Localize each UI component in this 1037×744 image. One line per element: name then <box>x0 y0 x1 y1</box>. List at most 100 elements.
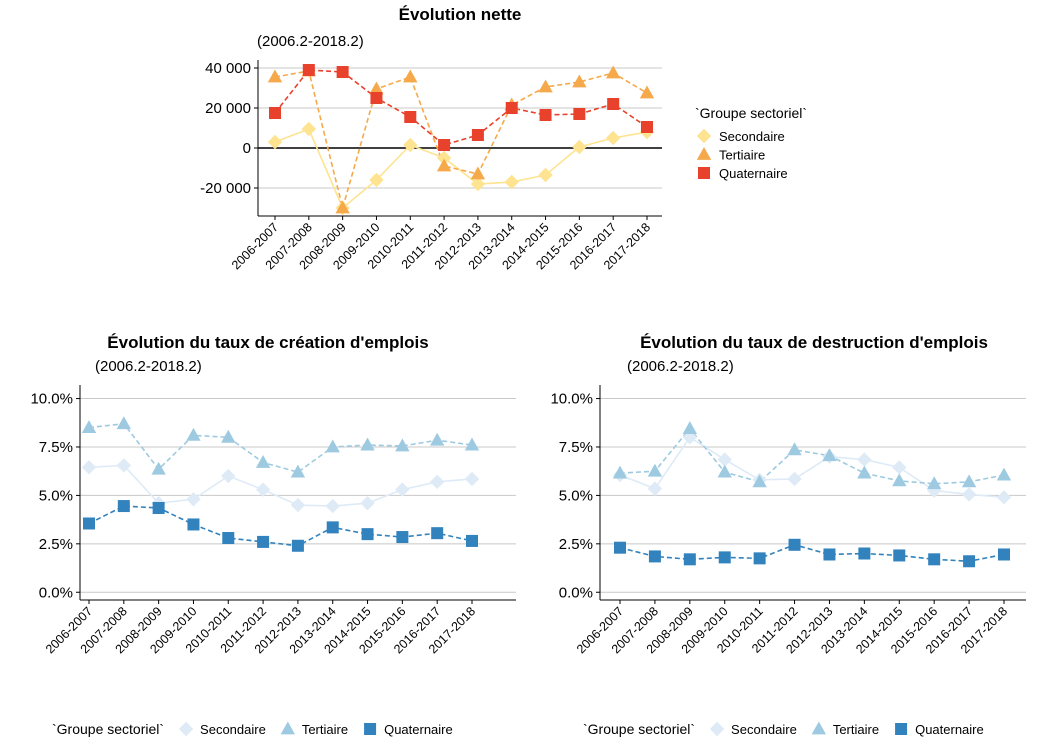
point <box>395 482 410 497</box>
point <box>572 139 587 155</box>
legend-key <box>709 721 725 737</box>
point <box>255 482 271 497</box>
point <box>892 473 907 487</box>
chart-title: Évolution du taux de destruction d'emplo… <box>640 333 988 352</box>
point <box>302 64 315 76</box>
series-line <box>619 543 1005 563</box>
point <box>466 534 478 547</box>
legend-label: Tertiaire <box>302 722 348 737</box>
point <box>221 429 236 443</box>
y-tick-label: 7.5% <box>559 439 593 456</box>
point <box>290 497 306 513</box>
point <box>267 69 283 83</box>
point <box>470 166 486 180</box>
point <box>538 167 553 183</box>
chart-title: Évolution du taux de création d'emplois <box>107 333 428 352</box>
point <box>857 465 872 479</box>
legend-label: Quaternaire <box>384 722 453 737</box>
point <box>403 69 418 83</box>
point <box>395 438 410 452</box>
legend-label: Secondaire <box>731 722 797 737</box>
point <box>429 432 445 446</box>
y-tick-label: 7.5% <box>39 439 73 456</box>
y-tick-label: 10.0% <box>550 391 593 408</box>
y-tick-label: 0.0% <box>39 584 73 601</box>
chart-title: Évolution nette <box>399 5 522 24</box>
point <box>361 528 374 541</box>
legend-key <box>280 721 296 735</box>
point <box>267 134 283 150</box>
point <box>404 111 417 123</box>
legend-title: `Groupe sectoriel` <box>583 721 695 737</box>
point <box>431 527 444 540</box>
point <box>436 158 452 172</box>
point <box>505 102 518 114</box>
point <box>963 555 976 568</box>
point <box>573 108 586 120</box>
point <box>605 65 621 79</box>
point <box>612 465 628 479</box>
point <box>928 553 941 566</box>
point <box>291 539 304 552</box>
series-line <box>619 436 1005 499</box>
legend-key <box>696 128 712 144</box>
y-tick-label: 10.0% <box>30 391 73 408</box>
point <box>186 427 201 441</box>
point <box>753 552 766 565</box>
point <box>326 521 339 534</box>
series-line <box>88 505 473 547</box>
point <box>116 458 132 473</box>
legend-key <box>696 147 712 160</box>
point <box>81 420 97 434</box>
legend-label: Secondaire <box>200 722 266 737</box>
point <box>370 92 383 104</box>
legend-title: `Groupe sectoriel` <box>52 721 164 737</box>
series-line <box>274 127 648 210</box>
point <box>857 452 872 467</box>
y-tick-label: 2.5% <box>559 536 593 553</box>
point <box>369 172 384 188</box>
point <box>117 500 130 513</box>
point <box>648 550 661 563</box>
point <box>717 452 732 467</box>
point <box>572 74 587 88</box>
point <box>788 538 801 551</box>
point <box>436 150 452 166</box>
point <box>605 130 621 146</box>
point <box>152 501 165 514</box>
point <box>639 85 655 99</box>
point <box>438 139 451 151</box>
point <box>607 98 620 110</box>
point <box>858 547 871 560</box>
legend-key <box>178 721 194 737</box>
point <box>360 437 375 451</box>
point <box>504 174 519 190</box>
point <box>83 517 95 530</box>
point <box>360 495 375 511</box>
point <box>325 498 340 514</box>
point <box>682 421 698 434</box>
point <box>257 535 270 548</box>
legend-label: Secondaire <box>719 129 785 144</box>
y-tick-label: -20 000 <box>200 180 251 197</box>
legend-label: Quaternaire <box>915 722 984 737</box>
y-tick-label: 20 000 <box>205 100 251 117</box>
point <box>269 107 281 119</box>
legend-key <box>895 723 908 735</box>
point <box>822 448 837 462</box>
point <box>647 481 663 496</box>
point <box>222 532 235 545</box>
point <box>682 430 698 445</box>
point <box>718 551 731 564</box>
series-line <box>274 70 648 212</box>
point <box>464 437 480 451</box>
point <box>116 416 132 430</box>
series-line <box>88 422 473 474</box>
point <box>614 541 626 554</box>
point <box>892 460 907 475</box>
point <box>403 137 418 153</box>
y-tick-label: 0.0% <box>559 584 593 601</box>
point <box>823 548 836 561</box>
point <box>255 454 271 468</box>
point <box>893 549 906 562</box>
